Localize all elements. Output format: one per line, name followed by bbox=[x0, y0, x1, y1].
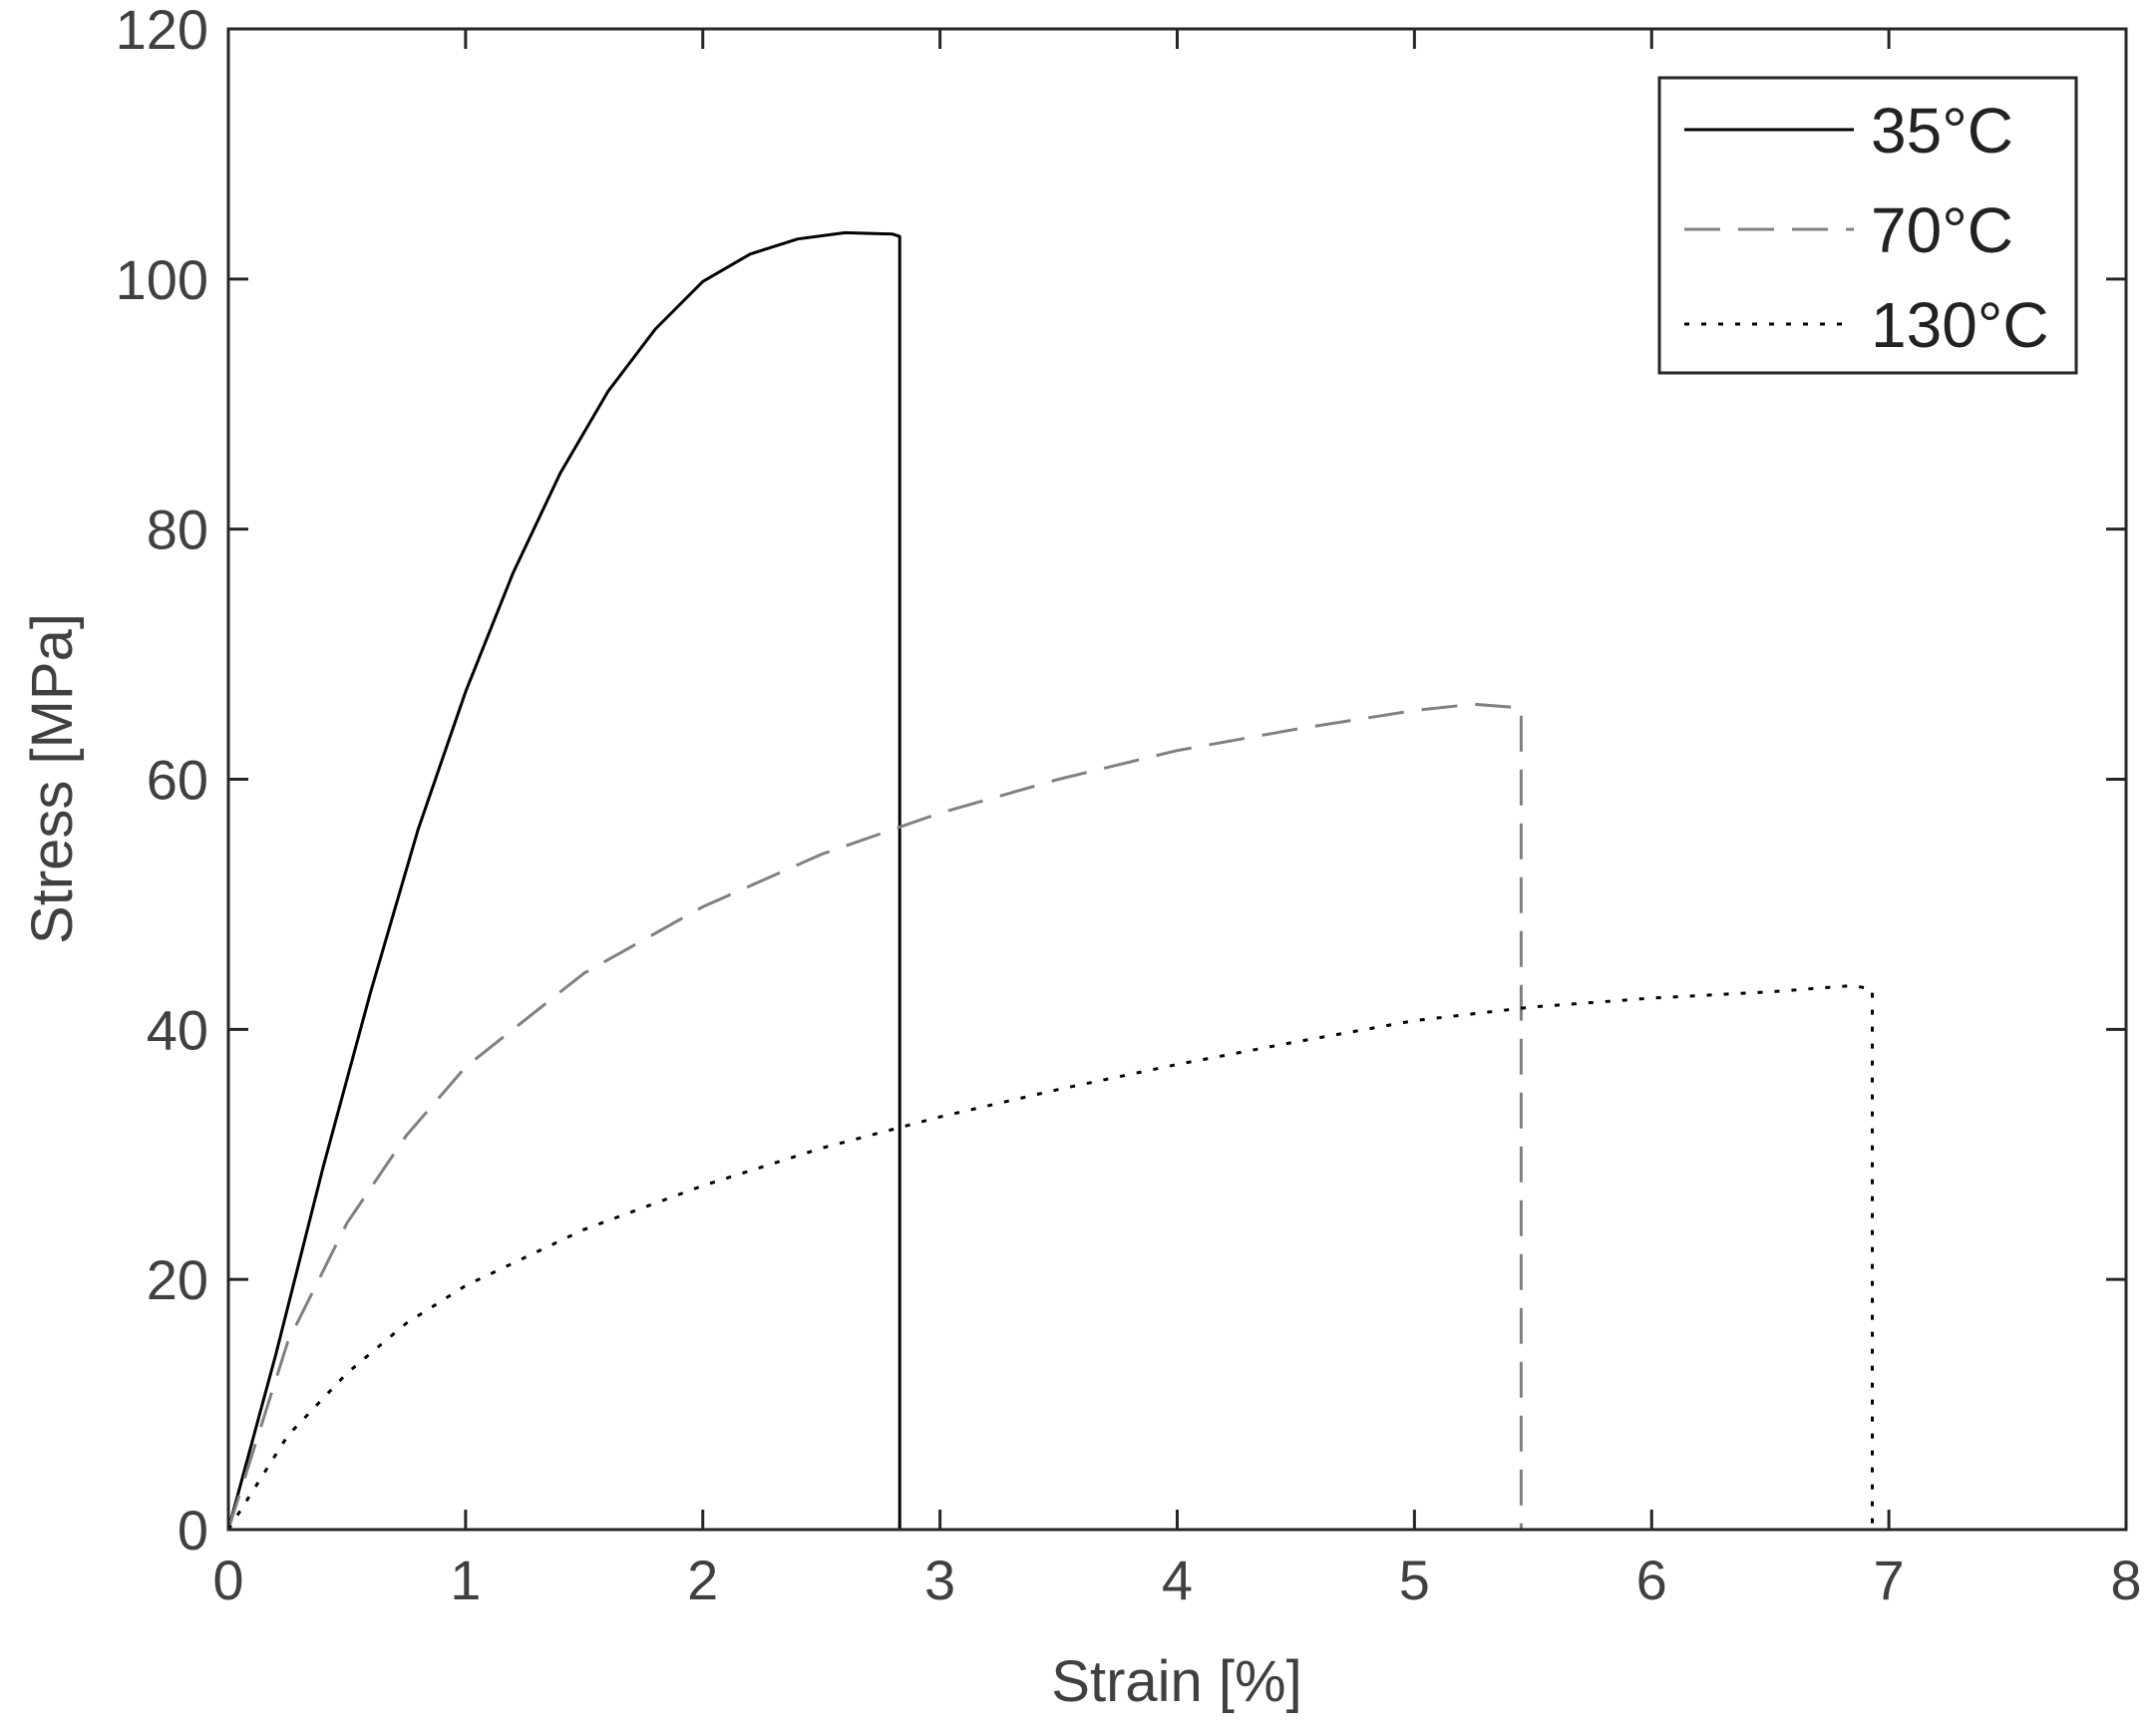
x-tick-label: 7 bbox=[1874, 1549, 1905, 1611]
x-tick-label: 6 bbox=[1636, 1549, 1667, 1611]
series-line-1 bbox=[226, 702, 1523, 1531]
legend-label-0: 35°C bbox=[1871, 95, 2013, 167]
y-tick-label: 80 bbox=[147, 499, 208, 561]
y-tick-label: 20 bbox=[147, 1248, 208, 1311]
y-tick-label: 100 bbox=[116, 248, 208, 311]
x-tick-label: 3 bbox=[924, 1549, 955, 1611]
legend-label-1: 70°C bbox=[1871, 194, 2013, 266]
series-layer bbox=[226, 230, 1874, 1531]
plot-area-frame bbox=[226, 27, 2128, 1532]
x-tick-label: 1 bbox=[450, 1549, 481, 1611]
y-axis-title: Stress [MPa] bbox=[20, 613, 85, 944]
x-tick-label: 2 bbox=[687, 1549, 718, 1611]
x-tick-label: 4 bbox=[1162, 1549, 1193, 1611]
legend-box bbox=[1657, 76, 2078, 375]
y-tick-label: 40 bbox=[147, 998, 208, 1061]
x-axis-title: Strain [%] bbox=[1051, 1649, 1301, 1714]
x-tick-label: 5 bbox=[1399, 1549, 1430, 1611]
y-tick-label: 120 bbox=[116, 0, 208, 61]
y-tick-label: 0 bbox=[178, 1499, 208, 1561]
legend-label-2: 130°C bbox=[1871, 289, 2049, 361]
series-line-2 bbox=[226, 983, 1874, 1531]
series-line-0 bbox=[226, 230, 901, 1531]
x-tick-label: 0 bbox=[212, 1549, 243, 1611]
legend: 35°C 70°C 130°C bbox=[1657, 76, 2078, 375]
y-tick-label: 60 bbox=[147, 749, 208, 812]
x-tick-label: 8 bbox=[2110, 1549, 2141, 1611]
